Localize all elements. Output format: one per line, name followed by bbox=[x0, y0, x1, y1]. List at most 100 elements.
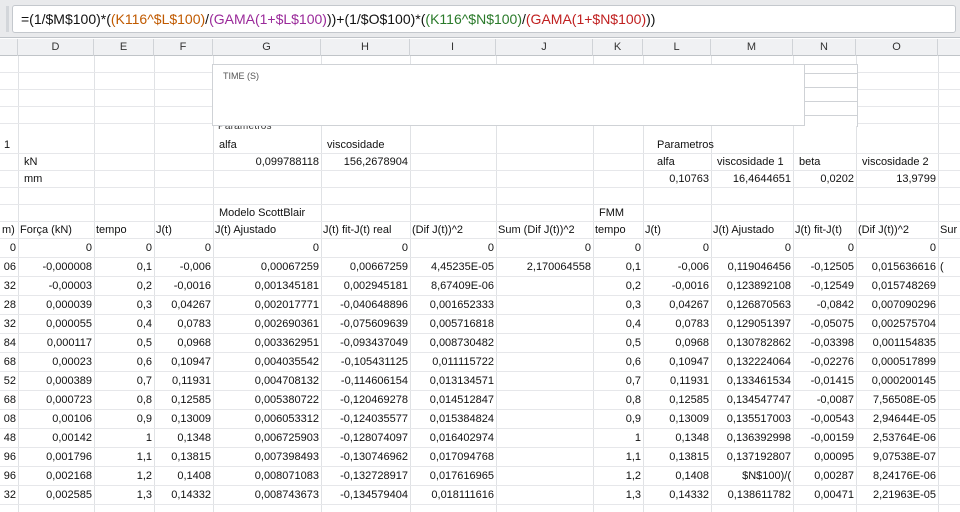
cell[interactable]: -0,00159 bbox=[810, 432, 854, 444]
cell[interactable]: -0,105431125 bbox=[340, 356, 408, 368]
cell[interactable]: -0,132728917 bbox=[340, 470, 408, 482]
cell[interactable]: 0,000723 bbox=[46, 394, 92, 406]
cell[interactable]: 0,11931 bbox=[172, 375, 211, 387]
cell[interactable]: 0,00067259 bbox=[260, 261, 319, 273]
cell[interactable]: 0 bbox=[401, 242, 408, 254]
cell[interactable] bbox=[496, 410, 593, 429]
cell[interactable]: 0,015384824 bbox=[429, 413, 494, 425]
cell[interactable] bbox=[938, 239, 960, 258]
cell[interactable]: 1,2 bbox=[625, 470, 641, 482]
cell[interactable]: 0 bbox=[312, 242, 319, 254]
cell[interactable]: mm bbox=[24, 173, 43, 185]
cell[interactable]: -0,093437049 bbox=[340, 337, 408, 349]
cell[interactable]: 0,2 bbox=[136, 280, 152, 292]
cell[interactable]: -0,075609639 bbox=[340, 318, 408, 330]
cell[interactable]: 0,00142 bbox=[52, 432, 92, 444]
cell[interactable] bbox=[938, 315, 960, 334]
cell[interactable]: 0,9 bbox=[136, 413, 152, 425]
cell[interactable]: 0,1 bbox=[136, 261, 152, 273]
cell[interactable]: 0,006053312 bbox=[254, 413, 319, 425]
cell[interactable]: 0 bbox=[145, 242, 152, 254]
cell[interactable]: 16,4644651 bbox=[732, 173, 791, 185]
cell[interactable]: 0 bbox=[487, 242, 494, 254]
cell[interactable]: 96 bbox=[3, 451, 16, 463]
cell[interactable]: 0,002945181 bbox=[343, 280, 408, 292]
cell[interactable]: 0,123892108 bbox=[726, 280, 791, 292]
cell[interactable]: 7,56508E-05 bbox=[873, 394, 936, 406]
cell[interactable]: -0,120469278 bbox=[340, 394, 408, 406]
cell[interactable]: 0,0783 bbox=[675, 318, 709, 330]
cell[interactable]: 0,10947 bbox=[669, 356, 709, 368]
column-label[interactable]: J(t) bbox=[156, 224, 172, 236]
cell[interactable]: 0,00667259 bbox=[349, 261, 408, 273]
cell[interactable]: -0,12549 bbox=[810, 280, 854, 292]
cell[interactable]: 0,0968 bbox=[177, 337, 211, 349]
cell[interactable] bbox=[938, 334, 960, 353]
cell[interactable]: 1 bbox=[634, 432, 641, 444]
column-header-n[interactable]: N bbox=[793, 39, 856, 56]
formula-input[interactable]: =(1/$M$100)*((K116^$L$100)/(GAMA(1+$L$10… bbox=[12, 5, 956, 33]
cell[interactable]: 0,006725903 bbox=[254, 432, 319, 444]
cell[interactable] bbox=[496, 448, 593, 467]
column-header-h[interactable]: H bbox=[321, 39, 410, 56]
cell[interactable]: 0,8 bbox=[136, 394, 152, 406]
column-header-i[interactable]: I bbox=[410, 39, 496, 56]
cell[interactable]: 0,9 bbox=[625, 413, 641, 425]
cell[interactable]: -0,0016 bbox=[671, 280, 709, 292]
cell[interactable]: -0,128074097 bbox=[340, 432, 408, 444]
cell[interactable] bbox=[938, 372, 960, 391]
cell[interactable]: 0,133461534 bbox=[726, 375, 791, 387]
cell[interactable]: 1,2 bbox=[136, 470, 152, 482]
cell[interactable]: 0,001154835 bbox=[872, 337, 936, 349]
cell[interactable]: Modelo ScottBlair bbox=[219, 207, 306, 219]
cell[interactable]: 0,0783 bbox=[177, 318, 211, 330]
cell[interactable]: 0,003362951 bbox=[254, 337, 319, 349]
cell[interactable]: -0,12505 bbox=[810, 261, 854, 273]
cell[interactable] bbox=[496, 467, 593, 486]
column-label[interactable]: tempo bbox=[595, 224, 626, 236]
cell[interactable]: -0,02276 bbox=[810, 356, 854, 368]
cell[interactable]: 32 bbox=[3, 318, 16, 330]
cell[interactable]: 0,3 bbox=[625, 299, 641, 311]
cell[interactable]: 0 bbox=[634, 242, 641, 254]
cell[interactable]: 0,002168 bbox=[46, 470, 92, 482]
cell[interactable]: beta bbox=[799, 156, 821, 168]
cell[interactable] bbox=[938, 429, 960, 448]
cell[interactable]: 0,014512847 bbox=[429, 394, 494, 406]
cell[interactable]: 0,008071083 bbox=[254, 470, 319, 482]
cell[interactable]: 48 bbox=[3, 432, 16, 444]
cell[interactable]: 0,14332 bbox=[171, 489, 211, 501]
cell[interactable]: -0,0842 bbox=[816, 299, 854, 311]
cell[interactable]: 1,3 bbox=[136, 489, 152, 501]
cell[interactable]: 0,002585 bbox=[46, 489, 92, 501]
cell[interactable] bbox=[496, 391, 593, 410]
cell[interactable] bbox=[496, 486, 593, 505]
cell[interactable]: -0,130746962 bbox=[340, 451, 408, 463]
column-label[interactable]: Força (kN) bbox=[20, 224, 72, 236]
cell[interactable]: 0,13815 bbox=[171, 451, 211, 463]
cell[interactable]: 0 bbox=[847, 242, 854, 254]
cell[interactable]: -0,006 bbox=[677, 261, 709, 273]
cell[interactable]: 0 bbox=[702, 242, 709, 254]
column-label[interactable]: m) bbox=[2, 224, 15, 236]
cell[interactable]: 0,138611782 bbox=[727, 489, 791, 501]
cell[interactable]: 0,1348 bbox=[675, 432, 709, 444]
cell[interactable]: 0,13815 bbox=[669, 451, 709, 463]
cell[interactable]: 0,8 bbox=[625, 394, 641, 406]
cell[interactable] bbox=[938, 448, 960, 467]
cell[interactable]: viscosidade bbox=[327, 139, 385, 151]
cell[interactable]: $N$100)/( bbox=[742, 470, 791, 482]
cell[interactable] bbox=[496, 372, 593, 391]
cell[interactable]: 0,4 bbox=[136, 318, 152, 330]
cell[interactable]: 0,007398493 bbox=[254, 451, 319, 463]
cell[interactable]: viscosidade 1 bbox=[717, 156, 784, 168]
column-label[interactable]: J(t) Ajustado bbox=[713, 224, 775, 236]
cell[interactable]: 0 bbox=[85, 242, 92, 254]
cell[interactable]: 0,017094768 bbox=[429, 451, 494, 463]
cell[interactable]: 0,129051397 bbox=[726, 318, 791, 330]
cell[interactable]: -0,03398 bbox=[810, 337, 854, 349]
column-header-l[interactable]: L bbox=[643, 39, 711, 56]
cell[interactable]: 0,000200145 bbox=[871, 375, 936, 387]
cell[interactable]: 32 bbox=[3, 489, 16, 501]
cell[interactable]: 0,000055 bbox=[46, 318, 92, 330]
